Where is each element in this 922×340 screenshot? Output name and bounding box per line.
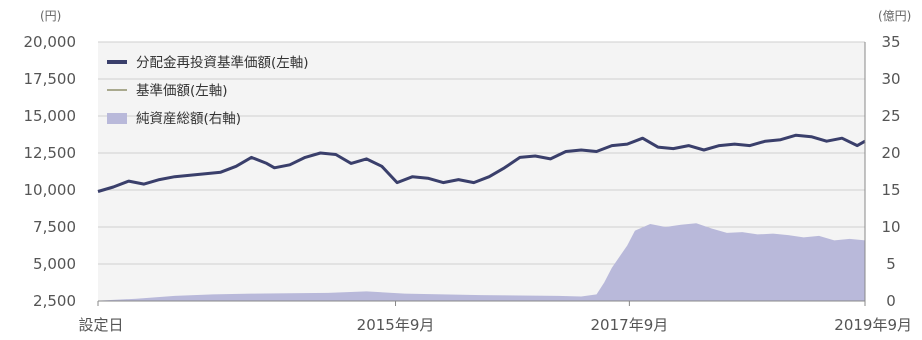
lines-layer: [97, 133, 866, 193]
reinvested-nav-line: [97, 133, 866, 193]
y-left-tick-label: 7,500: [33, 218, 76, 236]
axes-layer: 20,000 17,500 15,000 12,500 10,000 7,500 5,000…: [24, 33, 913, 334]
net-assets-area-layer: [98, 223, 865, 301]
y-right-tick-label: 0: [886, 292, 896, 310]
y-right-tick-label: 20: [881, 144, 900, 162]
legend-swatch-net-assets: [107, 113, 127, 124]
x-tick-label: 設定日: [78, 316, 123, 334]
y-left-tick-label: 15,000: [24, 107, 77, 125]
y-left-tick-label: 12,500: [24, 144, 77, 162]
y-right-tick-label: 35: [881, 33, 900, 51]
legend-label-nav: 基準価額(左軸): [136, 82, 228, 99]
y-right-tick-label: 30: [881, 70, 900, 88]
y-right-tick-label: 25: [881, 107, 900, 125]
y-right-tick-label: 15: [881, 181, 900, 199]
legend-label-net-assets: 純資産総額(右軸): [136, 111, 241, 127]
right-axis-unit: (億円): [878, 9, 911, 23]
y-right-tick-label: 5: [886, 255, 896, 273]
x-tick-label: 2019年9月: [834, 316, 912, 334]
y-left-tick-label: 2,500: [33, 292, 76, 310]
y-left-tick-label: 17,500: [24, 70, 77, 88]
y-right-tick-label: 10: [881, 218, 900, 236]
x-tick-label: 2017年9月: [591, 316, 669, 334]
x-tick-label: 2015年9月: [357, 316, 435, 334]
y-left-tick-label: 5,000: [33, 255, 76, 273]
y-left-tick-label: 10,000: [24, 181, 77, 199]
left-axis-unit: (円): [40, 9, 61, 23]
legend-label-reinvested: 分配金再投資基準価額(左軸): [136, 54, 309, 71]
y-left-tick-label: 20,000: [24, 33, 77, 51]
legend: 分配金再投資基準価額(左軸) 基準価額(左軸) 純資産総額(右軸): [107, 54, 309, 127]
net-assets-area: [98, 223, 865, 301]
